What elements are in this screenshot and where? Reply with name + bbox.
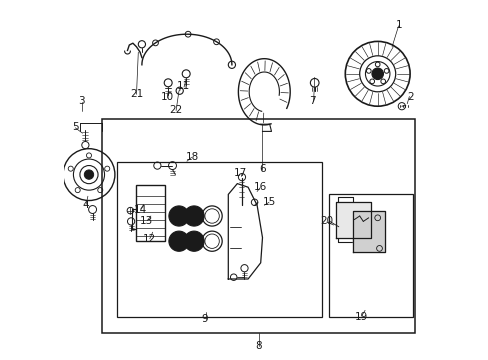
Text: 17: 17 [234, 168, 247, 178]
Text: 21: 21 [130, 89, 143, 99]
Circle shape [371, 68, 383, 80]
Text: 19: 19 [354, 312, 367, 322]
Text: 4: 4 [82, 200, 88, 210]
Text: 16: 16 [254, 182, 267, 192]
Text: 8: 8 [255, 341, 262, 351]
Bar [136, 185, 165, 241]
Polygon shape [352, 211, 384, 252]
Text: 3: 3 [78, 96, 85, 106]
Text: 11: 11 [176, 81, 189, 91]
Text: 18: 18 [185, 152, 199, 162]
Text: 2: 2 [406, 92, 412, 102]
Text: 14: 14 [133, 204, 146, 215]
Text: 20: 20 [320, 216, 333, 226]
Text: 7: 7 [309, 96, 316, 106]
Text: 6: 6 [259, 164, 265, 174]
Text: 9: 9 [201, 314, 208, 324]
Text: 12: 12 [142, 234, 155, 244]
Polygon shape [336, 202, 370, 238]
Circle shape [168, 231, 189, 251]
Bar [328, 194, 412, 317]
Circle shape [168, 206, 189, 226]
Text: 22: 22 [169, 105, 183, 115]
Bar [102, 119, 415, 333]
Text: 1: 1 [395, 20, 402, 30]
Circle shape [84, 170, 94, 179]
Text: 10: 10 [160, 92, 173, 102]
Bar [117, 162, 321, 317]
Circle shape [183, 231, 204, 251]
Text: 13: 13 [140, 216, 153, 226]
Text: 5: 5 [72, 122, 79, 132]
Text: 15: 15 [263, 197, 276, 207]
Polygon shape [228, 184, 262, 279]
Circle shape [183, 206, 204, 226]
